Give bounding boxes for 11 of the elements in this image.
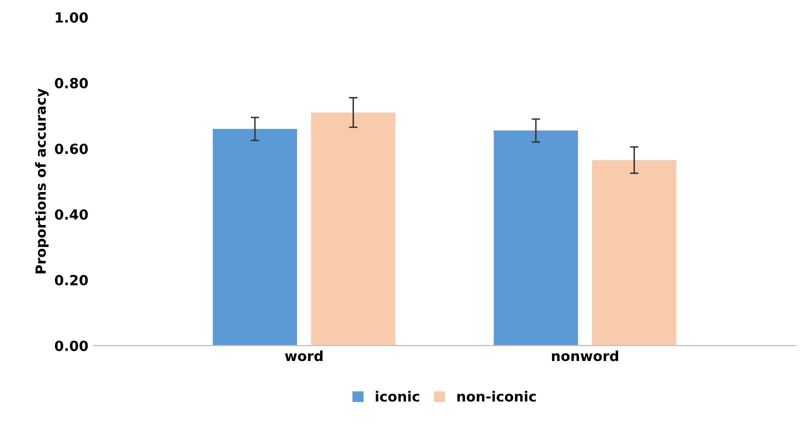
y-axis-title: Proportions of accuracy — [35, 88, 49, 274]
y-tick-label: 0.00 — [54, 340, 88, 352]
y-tick-label: 1.00 — [56, 12, 88, 23]
x-tick-label: word — [285, 350, 323, 362]
y-tick-label: 0.60 — [54, 144, 88, 154]
y-tick-label: 0.80 — [54, 78, 88, 88]
y-tick-label: 0.20 — [54, 274, 88, 286]
y-tick-label: 0.40 — [54, 209, 88, 220]
x-tick-label: nonword — [552, 350, 618, 362]
legend-label: non-iconic — [457, 390, 536, 402]
legend-label: iconic — [376, 390, 420, 402]
